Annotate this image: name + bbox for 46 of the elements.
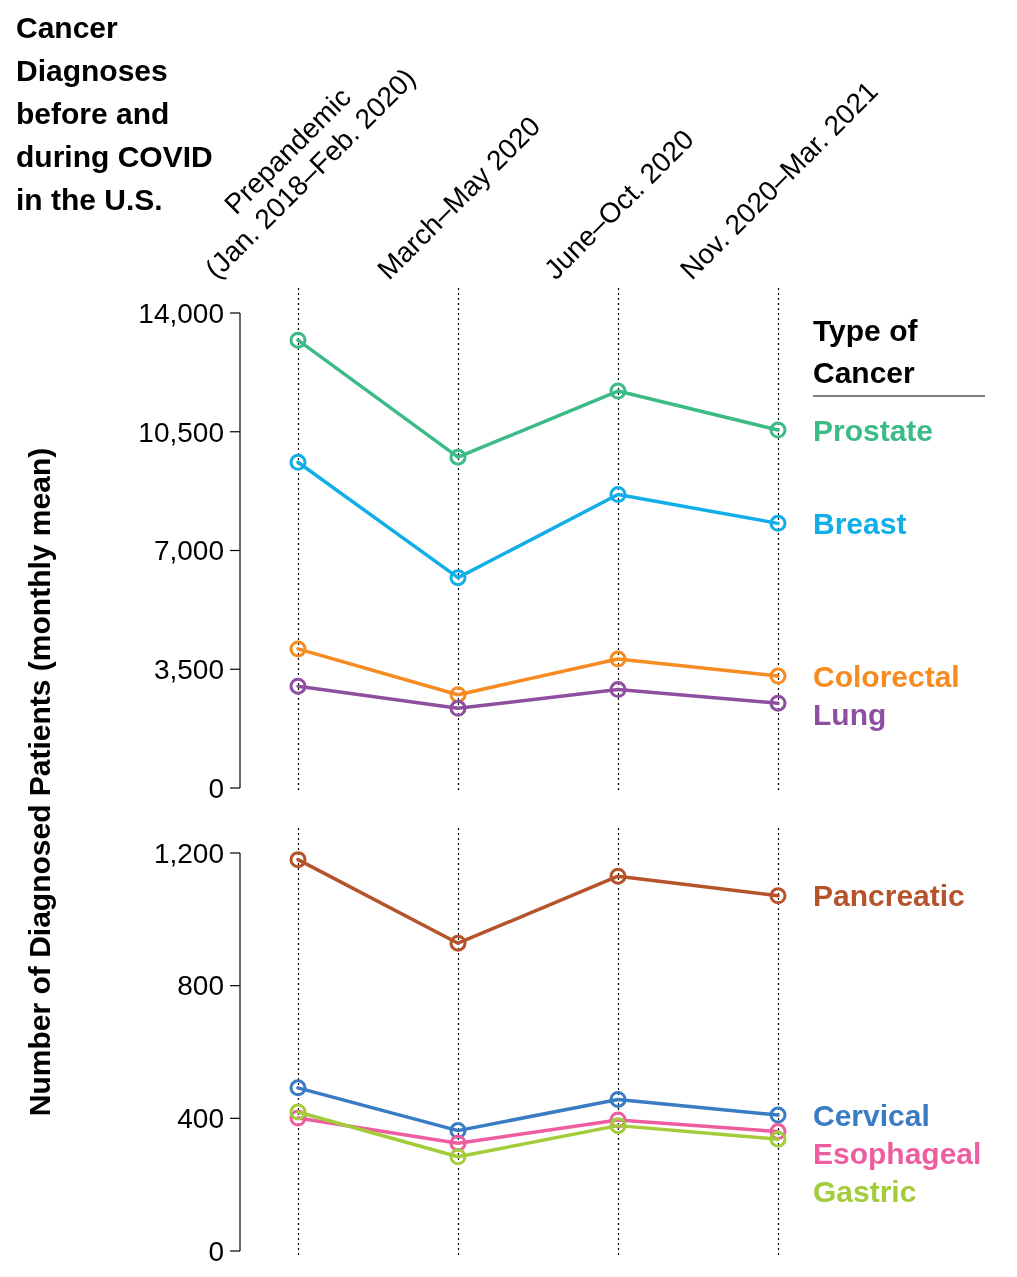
- point: [609, 681, 627, 699]
- point: [609, 486, 627, 504]
- series-label: Prostate: [813, 413, 934, 447]
- point: [449, 699, 467, 717]
- point: [769, 421, 787, 439]
- series-label: Breast: [813, 506, 907, 540]
- legend-title: Type of Cancer: [813, 314, 919, 389]
- y-tick-label: 800: [177, 970, 224, 1002]
- series-label: Pancreatic: [813, 879, 965, 913]
- point: [769, 667, 787, 685]
- point: [449, 1148, 467, 1166]
- y-tick-label: 0: [208, 772, 224, 804]
- series-label: Cervical: [813, 1098, 930, 1132]
- y-tick-label: 1,200: [153, 837, 224, 869]
- point: [289, 331, 307, 349]
- y-tick-label: 3,500: [153, 654, 224, 686]
- point: [289, 851, 307, 869]
- series-label: Gastric: [813, 1174, 917, 1208]
- y-tick-label: 10,500: [138, 416, 224, 448]
- y-axis-title: Number of Diagnosed Patients (monthly mean): [23, 447, 56, 1117]
- point: [449, 569, 467, 587]
- point: [289, 1079, 307, 1097]
- series-label: Esophageal: [813, 1136, 982, 1170]
- y-tick-label: 400: [177, 1103, 224, 1135]
- y-tick-label: 0: [208, 1235, 224, 1267]
- point: [289, 640, 307, 658]
- y-tick-label: 7,000: [153, 535, 224, 567]
- point: [769, 1106, 787, 1124]
- point: [609, 382, 627, 400]
- point: [769, 887, 787, 905]
- point: [449, 448, 467, 466]
- series-label: Colorectal: [813, 659, 960, 693]
- point: [769, 694, 787, 712]
- point: [289, 453, 307, 471]
- point: [609, 1117, 627, 1135]
- point: [769, 1130, 787, 1148]
- point: [609, 867, 627, 885]
- series-label: Lung: [813, 697, 887, 731]
- point: [289, 1103, 307, 1121]
- point: [289, 677, 307, 695]
- point: [449, 934, 467, 952]
- chart-title: Cancer Diagnoses before and during COVID in the U.S.: [16, 11, 213, 216]
- point: [769, 514, 787, 532]
- y-tick-label: 14,000: [138, 297, 224, 329]
- point: [609, 1090, 627, 1108]
- point: [609, 650, 627, 668]
